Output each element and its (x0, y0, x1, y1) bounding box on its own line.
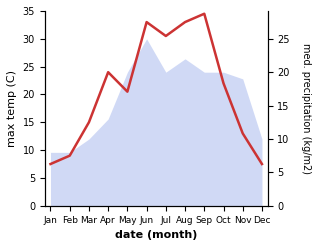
Y-axis label: max temp (C): max temp (C) (7, 70, 17, 147)
X-axis label: date (month): date (month) (115, 230, 197, 240)
Y-axis label: med. precipitation (kg/m2): med. precipitation (kg/m2) (301, 43, 311, 174)
